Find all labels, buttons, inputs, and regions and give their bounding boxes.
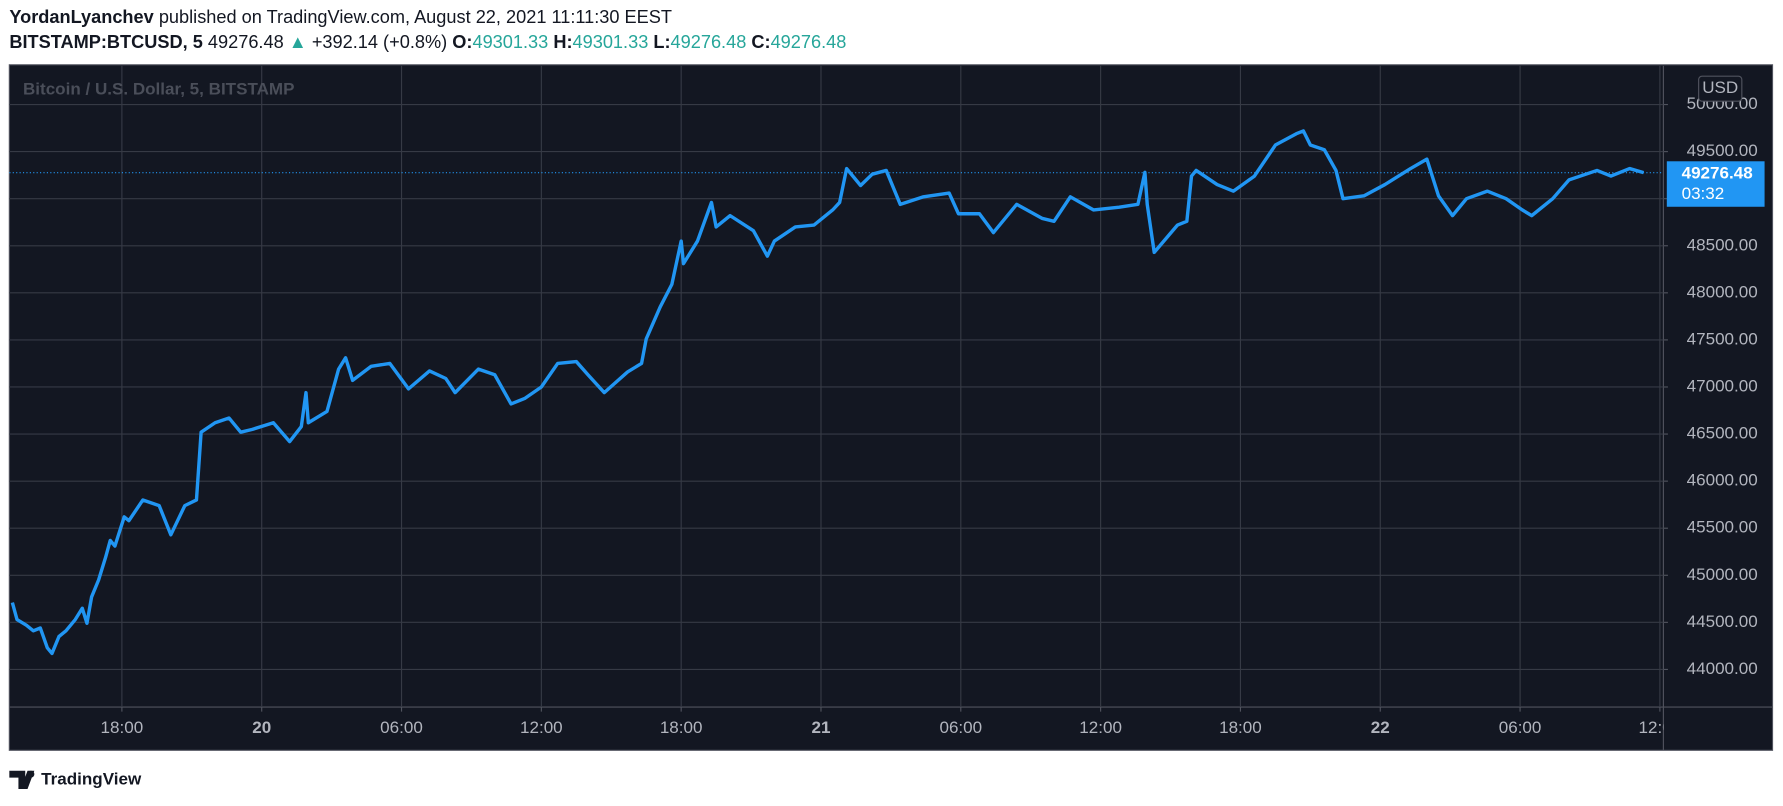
x-tick-label: 18:00 (660, 718, 703, 737)
symbol: BITSTAMP:BTCUSD, 5 (9, 32, 202, 52)
open: 49301.33 (472, 32, 548, 52)
x-tick-label: 21 (812, 718, 831, 737)
low: 49276.48 (671, 32, 747, 52)
x-tick-label: 06:00 (380, 718, 423, 737)
y-tick-label: 44500.00 (1687, 612, 1758, 631)
y-tick-label: 49500.00 (1687, 141, 1758, 160)
x-tick-label: 18:00 (1219, 718, 1262, 737)
x-tick-label: 06:00 (939, 718, 982, 737)
price-line (10, 129, 1645, 656)
close-label: C: (751, 32, 770, 52)
y-tick-label: 47000.00 (1687, 376, 1758, 395)
close: 49276.48 (771, 32, 847, 52)
change: +392.14 (+0.8%) (312, 32, 447, 52)
x-tick-label: 06:00 (1499, 718, 1542, 737)
chart-frame (8, 64, 1774, 751)
y-tick-label: 45500.00 (1687, 518, 1758, 537)
y-tick-label: 44000.00 (1687, 659, 1758, 678)
high-label: H: (553, 32, 572, 52)
x-tick-label: 12:00 (520, 718, 563, 737)
currency: USD (1702, 78, 1738, 97)
low-label: L: (653, 32, 670, 52)
author: YordanLyanchev (9, 7, 154, 27)
high: 49301.33 (573, 32, 649, 52)
x-tick-label: 12:00 (1639, 718, 1682, 737)
footer-brand: TradingView (41, 769, 142, 788)
x-tick-label: 22 (1371, 718, 1390, 737)
currency-box (1698, 75, 1743, 102)
y-tick-label: 47500.00 (1687, 329, 1758, 348)
countdown: 03:32 (1682, 184, 1725, 203)
publisher-line: YordanLyanchev published on TradingView.… (9, 7, 672, 27)
x-tick-label: 18:00 (101, 718, 144, 737)
y-tick-label: 45000.00 (1687, 565, 1758, 584)
y-tick-label: 46500.00 (1687, 424, 1758, 443)
y-tick-label: 46000.00 (1687, 471, 1758, 490)
y-tick-label: 48000.00 (1687, 282, 1758, 301)
footer-logo: TradingView (9, 769, 142, 789)
open-label: O: (452, 32, 472, 52)
x-tick-label: 20 (252, 718, 271, 737)
change-arrow: ▲ (289, 32, 307, 52)
x-tick-label: 12:00 (1079, 718, 1122, 737)
last-price-tag (1666, 161, 1765, 207)
chart-title: Bitcoin / U.S. Dollar, 5, BITSTAMP (23, 79, 295, 98)
y-tick-label: 48500.00 (1687, 235, 1758, 254)
symbol-line: BITSTAMP:BTCUSD, 5 49276.48 ▲ +392.14 (+… (9, 32, 846, 52)
last-price: 49276.48 (208, 32, 284, 52)
published: published on TradingView.com, August 22,… (159, 7, 672, 27)
last-price-label: 49276.48 (1682, 163, 1753, 182)
